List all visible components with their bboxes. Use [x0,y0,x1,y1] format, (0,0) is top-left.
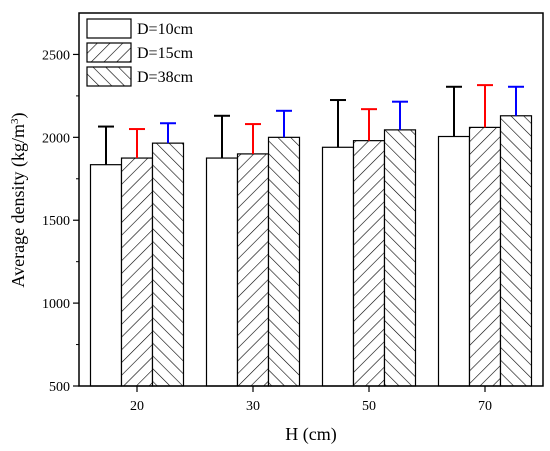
y-axis-title-close: ) [8,112,29,118]
y-axis: 500 1000 1500 2000 2500 [42,48,79,395]
x-tick-label: 70 [478,399,492,414]
bar [267,136,301,387]
legend-swatch [86,42,132,63]
x-tick-label: 50 [362,399,376,414]
y-tick-label: 2500 [42,48,70,63]
legend-label: D=38cm [137,69,194,86]
x-tick-label: 30 [246,399,260,414]
bar [352,140,386,387]
bar [321,146,355,387]
legend-swatch [86,66,132,87]
legend: D=10cm D=15cm D=38cm [86,18,194,87]
bar [120,157,154,387]
bar [205,157,239,387]
bar [151,142,185,387]
x-axis: 20 30 50 70 [130,386,492,414]
x-tick-label: 20 [130,399,144,414]
bar [89,164,123,387]
y-tick-label: 1500 [42,214,70,229]
plot-frame [78,12,544,387]
bar [437,135,471,387]
bar [236,153,270,387]
y-tick-label: 1000 [42,297,70,312]
error-bars-layer [98,84,524,165]
y-tick-label: 2000 [42,131,70,146]
y-axis-title: Average density (kg/m3) [8,112,29,287]
legend-label: D=10cm [137,21,194,38]
bar [383,129,417,387]
y-tick-label: 500 [49,380,70,395]
y-axis-title-main: Average density (kg/m [8,124,29,288]
x-axis-title: H (cm) [285,424,336,445]
bar [468,126,502,387]
y-axis-title-sup: 3 [9,118,21,124]
legend-label: D=15cm [137,45,194,62]
legend-swatch [86,18,132,39]
bar [499,115,533,387]
bars-layer [89,115,533,387]
